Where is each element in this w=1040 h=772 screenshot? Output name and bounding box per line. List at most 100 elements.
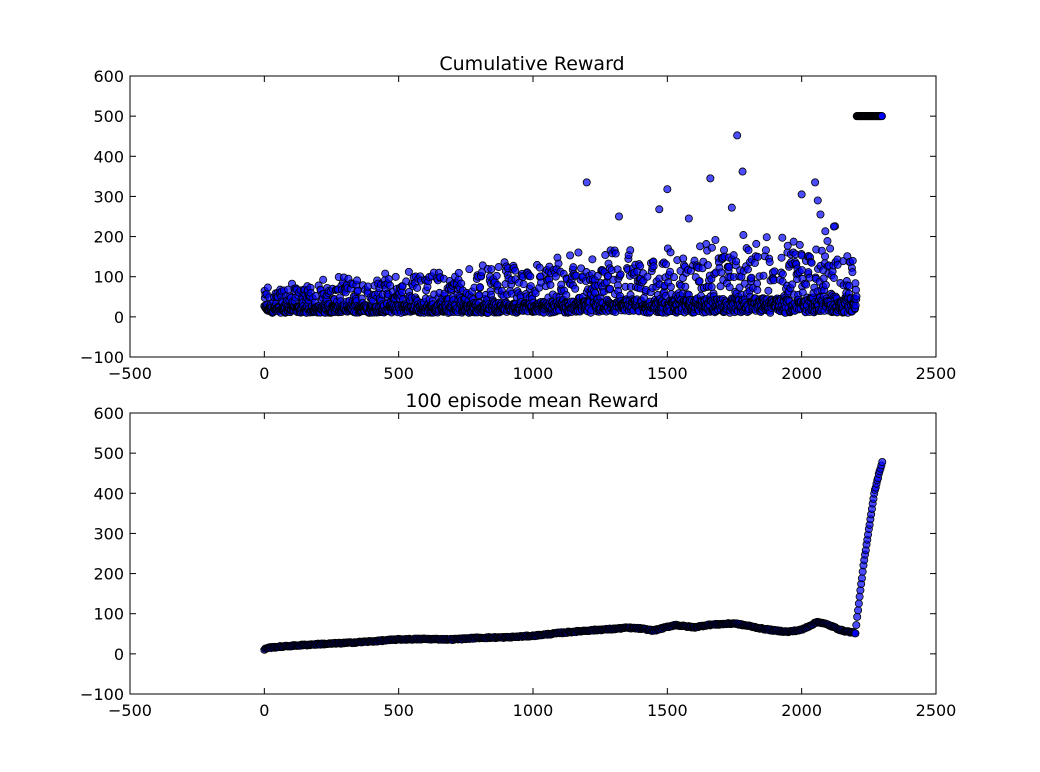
y-tick-label: 200 (93, 565, 124, 584)
scatter-point (663, 185, 672, 194)
scatter-point (582, 178, 591, 187)
scatter-point (733, 131, 742, 140)
scatter-point (813, 196, 822, 205)
scatter-point (492, 271, 501, 280)
cumulative-reward-chart: Cumulative Reward −500 0 500 1000 1500 2000 25… (80, 53, 956, 383)
scatter-point (877, 112, 886, 121)
scatter-point (829, 222, 838, 231)
x-tick-label: 1500 (647, 364, 688, 383)
scatter-point (666, 248, 675, 257)
x-tick-label: 2000 (781, 364, 822, 383)
scatter-point (738, 167, 747, 176)
scatter-point (852, 292, 861, 301)
scatter-point (732, 257, 741, 266)
scatter-point (684, 214, 693, 223)
scatter-point (319, 275, 328, 284)
scatter-point (636, 262, 645, 271)
y-tick-label: 300 (93, 524, 124, 543)
scatter-point (826, 244, 835, 253)
y-tick-label: 600 (93, 404, 124, 423)
scatter-point (759, 271, 768, 280)
scatter-point (727, 203, 736, 212)
scatter-point (821, 280, 830, 289)
scatter-point (739, 231, 748, 240)
scatter-point (725, 262, 734, 271)
scatter-points (260, 112, 886, 317)
scatter-point (857, 574, 866, 583)
scatter-point (611, 249, 620, 258)
scatter-point (454, 268, 463, 277)
y-tick-label: 100 (93, 268, 124, 287)
scatter-point (753, 252, 762, 261)
scatter-point (655, 205, 664, 214)
scatter-point (797, 190, 806, 199)
scatter-point (569, 263, 578, 272)
scatter-point (798, 288, 807, 297)
scatter-point (606, 284, 615, 293)
scatter-point (703, 261, 712, 270)
scatter-point (263, 283, 272, 292)
x-tick-label: −500 (108, 364, 152, 383)
scatter-point (744, 246, 753, 255)
scatter-point (554, 259, 563, 268)
y-tick-label: 0 (114, 645, 124, 664)
scatter-point (404, 267, 413, 276)
scatter-point (753, 279, 762, 288)
y-tick-label: −100 (80, 685, 124, 704)
scatter-point (854, 606, 863, 615)
scatter-point (743, 265, 752, 274)
scatter-point (854, 599, 863, 608)
scatter-point (614, 212, 623, 221)
scatter-point (511, 266, 520, 275)
y-axis: −100 0 100 200 300 400 500 600 (80, 404, 936, 704)
scatter-point (853, 612, 862, 621)
x-tick-label: 0 (259, 701, 269, 720)
scatter-point (878, 457, 887, 466)
scatter-point (384, 275, 393, 284)
y-tick-label: 500 (93, 107, 124, 126)
scatter-point (706, 174, 715, 183)
scatter-points (260, 457, 887, 654)
scatter-point (851, 629, 860, 638)
y-tick-label: 400 (93, 147, 124, 166)
scatter-point (752, 239, 761, 248)
scatter-point (753, 286, 762, 295)
scatter-point (789, 237, 798, 246)
scatter-point (666, 282, 675, 291)
y-tick-label: 100 (93, 605, 124, 624)
scatter-point (577, 264, 586, 273)
scatter-point (833, 260, 842, 269)
y-tick-label: 500 (93, 444, 124, 463)
scatter-point (413, 283, 422, 292)
scatter-point (711, 236, 720, 245)
x-axis: −500 0 500 1000 1500 2000 2500 (108, 76, 956, 383)
mean-reward-chart: 100 episode mean Reward −500 0 500 1000 1500… (80, 390, 956, 720)
chart-title: Cumulative Reward (439, 53, 624, 75)
scatter-point (311, 291, 320, 300)
scatter-point (535, 263, 544, 272)
scatter-point (851, 285, 860, 294)
scatter-point (788, 280, 797, 289)
y-tick-label: −100 (80, 348, 124, 367)
y-tick-label: 0 (114, 308, 124, 327)
scatter-point (770, 267, 779, 276)
scatter-point (353, 276, 362, 285)
scatter-point (807, 258, 816, 267)
x-tick-label: 1000 (513, 364, 554, 383)
scatter-point (802, 280, 811, 289)
scatter-point (747, 273, 756, 282)
scatter-point (783, 241, 792, 250)
scatter-point (707, 282, 716, 291)
scatter-point (761, 246, 770, 255)
x-tick-label: −500 (108, 701, 152, 720)
scatter-point (588, 255, 597, 264)
scatter-point (717, 268, 726, 277)
scatter-point (821, 227, 830, 236)
x-tick-label: 500 (383, 701, 414, 720)
x-tick-label: 500 (383, 364, 414, 383)
scatter-point (777, 253, 786, 262)
scatter-point (649, 262, 658, 271)
y-tick-label: 600 (93, 67, 124, 86)
